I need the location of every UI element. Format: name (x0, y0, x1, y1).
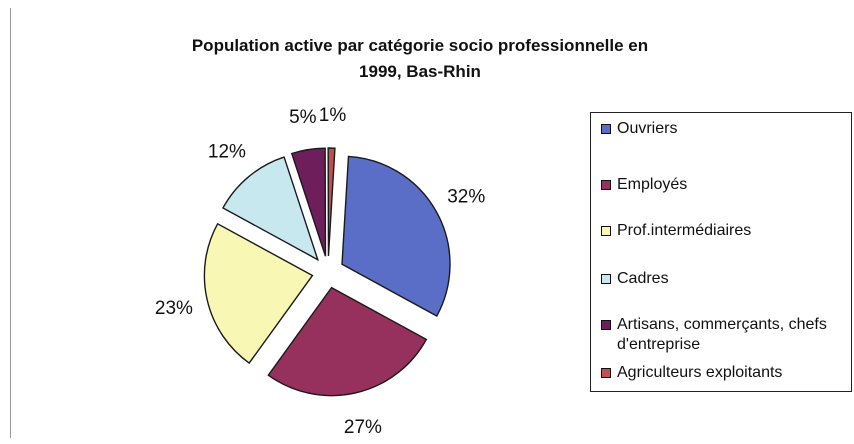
pie-label-ouvriers: 32% (447, 186, 485, 207)
pie-label-prof-intermediaires: 23% (155, 298, 193, 319)
legend-swatch (601, 226, 611, 236)
pie-label-artisans: 5% (289, 107, 317, 128)
legend-swatch (601, 320, 611, 330)
pie-label-cadres: 12% (208, 142, 246, 163)
legend-label: Artisans, commerçants, chefs d'entrepris… (617, 316, 827, 353)
legend-swatch (601, 274, 611, 284)
legend-item-prof-intermediaires: Prof.intermédiaires (601, 221, 851, 241)
pie-slice-agriculteurs (327, 147, 336, 257)
pie-slice-ouvriers (341, 155, 451, 317)
chart-legend: Ouvriers Employés Prof.intermédiaires Ca… (590, 112, 852, 392)
pie-slice-employes (267, 286, 428, 397)
legend-item-ouvriers: Ouvriers (601, 119, 851, 139)
pie-slice-cadres (222, 156, 319, 262)
legend-item-agriculteurs: Agriculteurs exploitants (601, 363, 851, 383)
legend-label: Ouvriers (617, 120, 678, 137)
chart-title-line-1: Population active par catégorie socio pr… (191, 36, 649, 55)
legend-item-artisans: Artisans, commerçants, chefs d'entrepris… (601, 315, 851, 355)
legend-swatch (601, 368, 611, 378)
legend-item-employes: Employés (601, 175, 851, 195)
pie-label-employes: 27% (344, 417, 382, 438)
legend-label: Employés (617, 176, 688, 193)
pie-slice-artisans (290, 147, 327, 257)
legend-label: Prof.intermédiaires (617, 222, 752, 239)
legend-swatch (601, 124, 611, 134)
chart-title-line-2: 1999, Bas-Rhin (359, 62, 481, 81)
chart-frame-border (10, 8, 11, 438)
legend-label: Cadres (617, 270, 669, 287)
legend-swatch (601, 180, 611, 190)
pie-slice-prof-intermediaires (203, 222, 314, 365)
pie-label-agriculteurs: 1% (319, 105, 347, 126)
legend-item-cadres: Cadres (601, 269, 851, 289)
legend-label: Agriculteurs exploitants (617, 364, 783, 381)
